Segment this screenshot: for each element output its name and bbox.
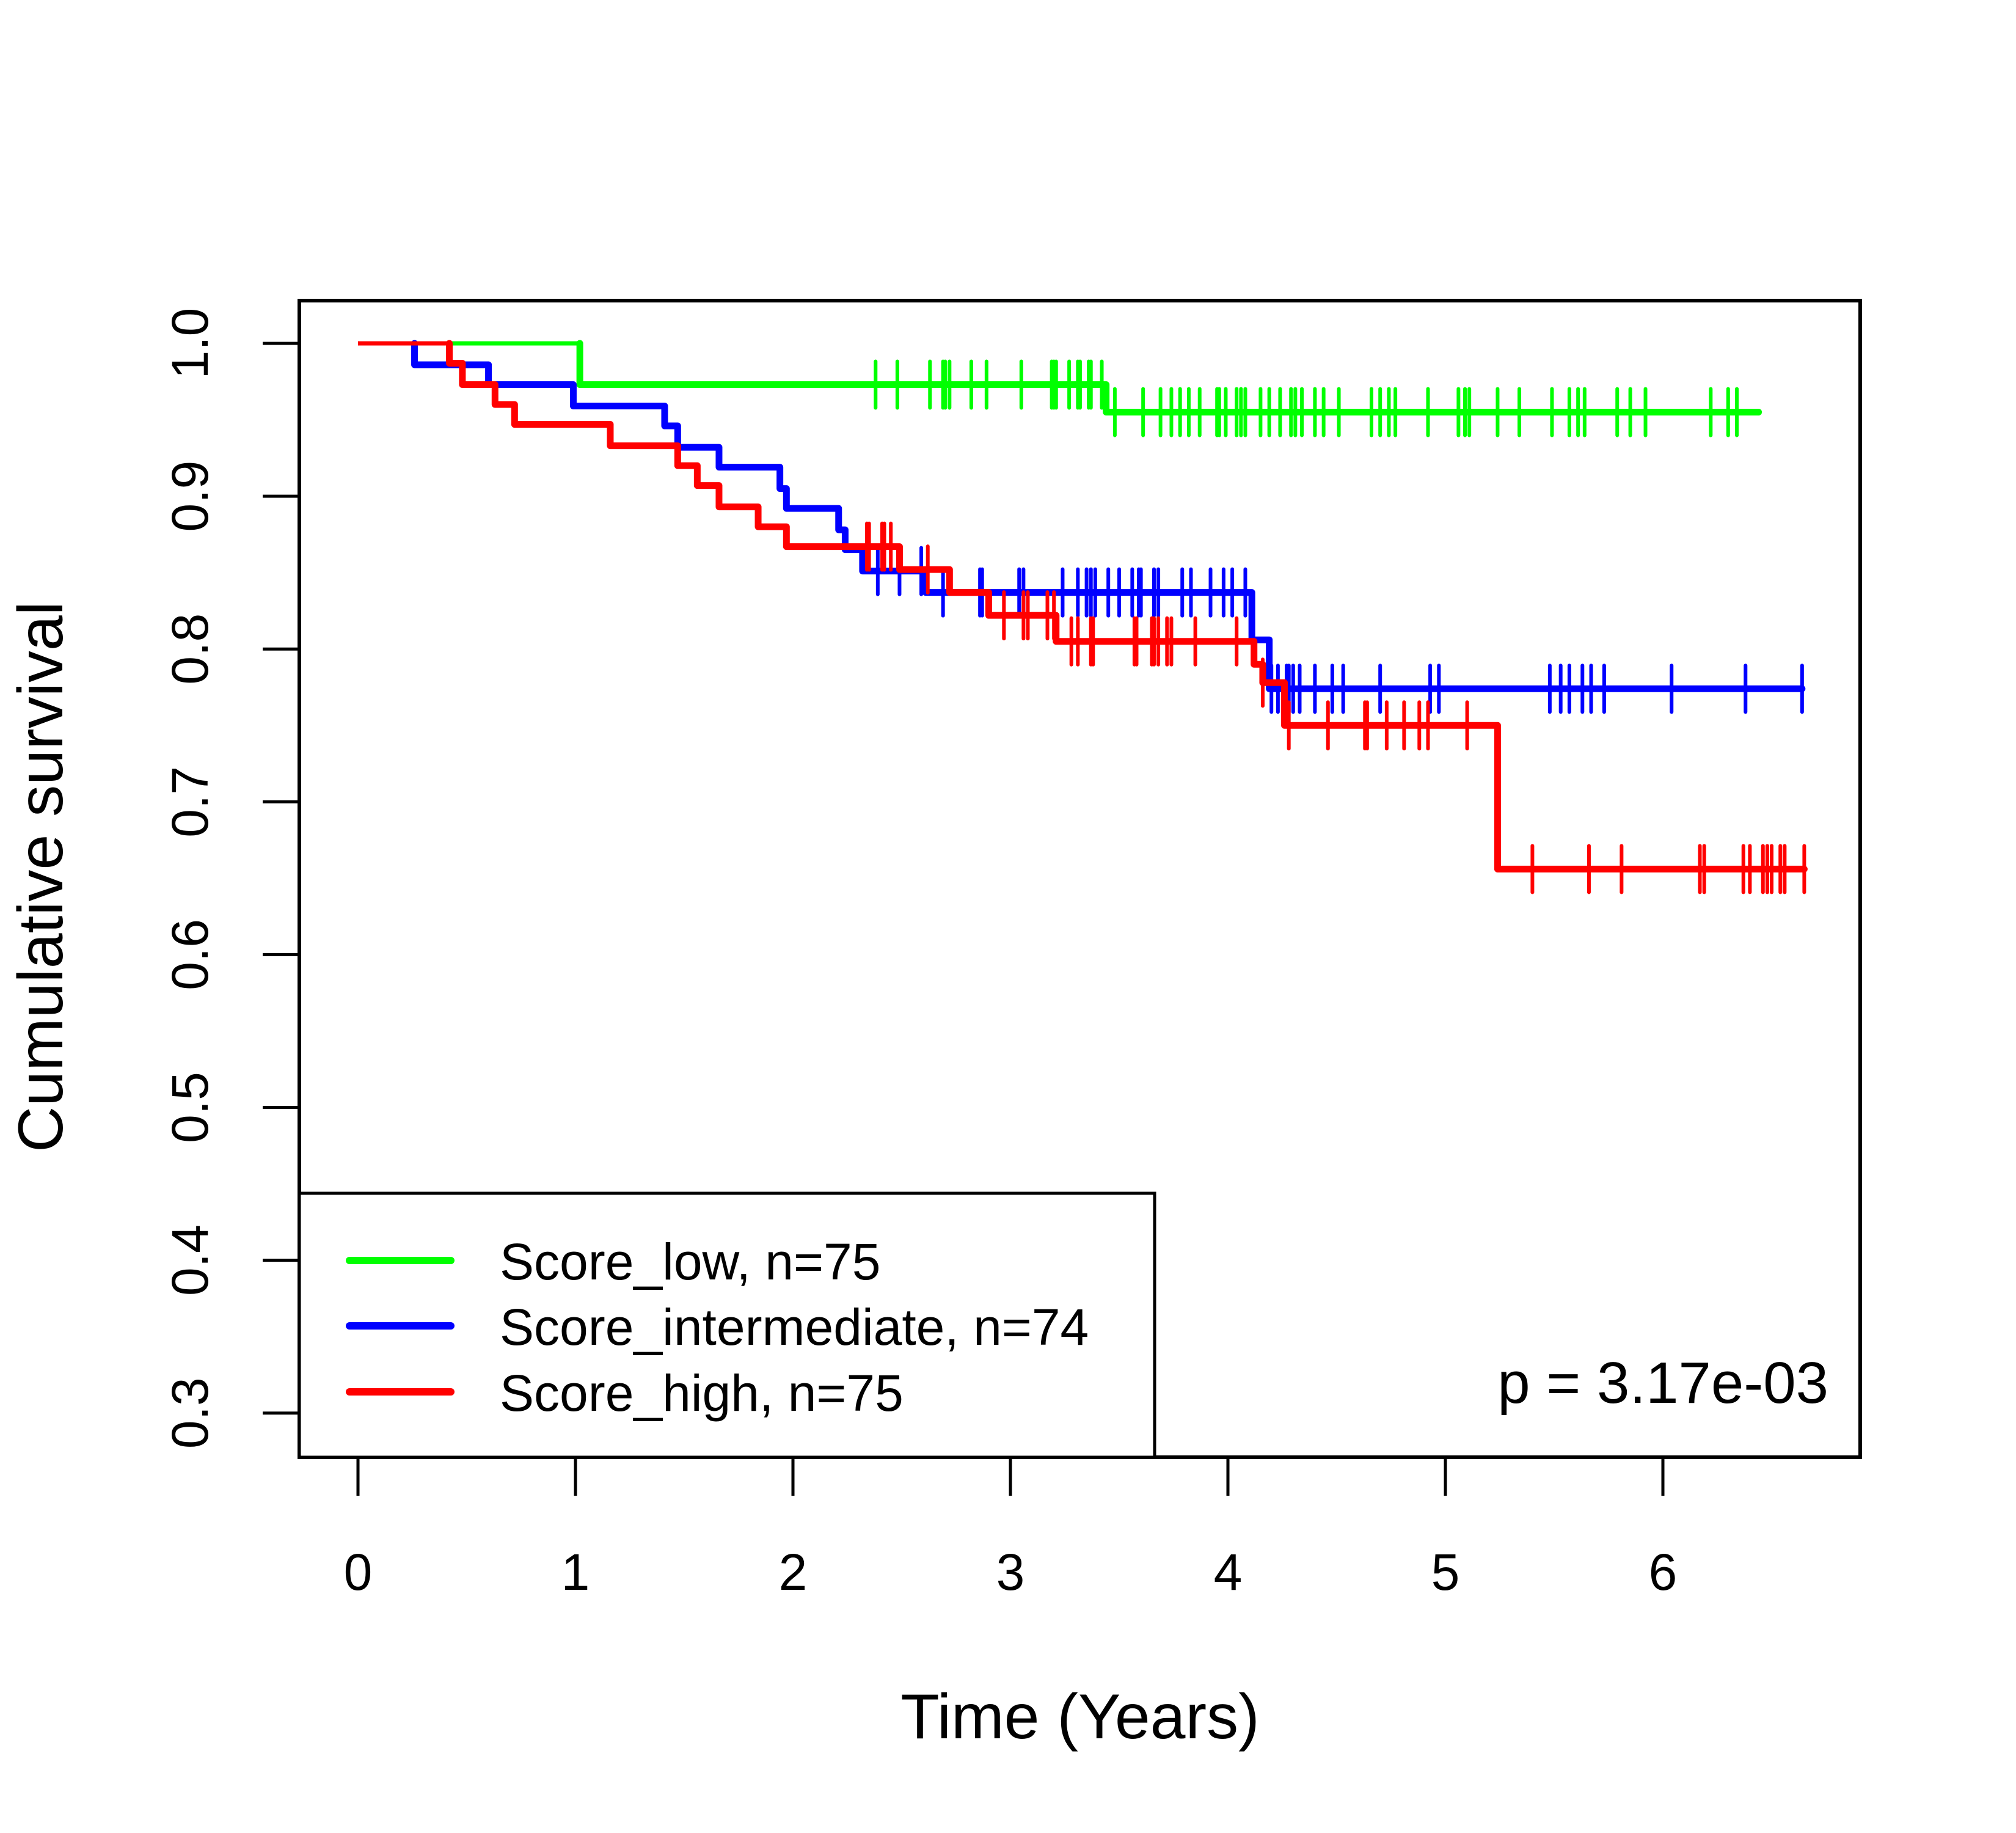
- x-tick-label: 0: [344, 1543, 373, 1601]
- x-tick-label: 6: [1649, 1543, 1678, 1601]
- y-tick-label: 0.6: [161, 919, 219, 990]
- legend: Score_low, n=75 Score_intermediate, n=74…: [298, 1191, 1156, 1459]
- y-tick-label: 0.4: [161, 1224, 219, 1296]
- y-tick-label: 0.3: [161, 1377, 219, 1449]
- survival-curves: [358, 340, 1808, 895]
- x-axis: 0 1 2 3 4 5 6: [344, 1457, 1678, 1601]
- y-tick-label: 0.9: [161, 461, 219, 532]
- curve-high: [358, 340, 1808, 895]
- y-tick-label: 0.7: [161, 766, 219, 838]
- x-tick-label: 3: [996, 1543, 1025, 1601]
- y-tick-label: 0.5: [161, 1072, 219, 1143]
- legend-label-high: Score_high, n=75: [500, 1364, 904, 1422]
- y-axis-title: Cumulative survival: [5, 601, 76, 1152]
- x-tick-label: 4: [1214, 1543, 1243, 1601]
- x-axis-title: Time (Years): [900, 1681, 1260, 1752]
- x-tick-label: 2: [779, 1543, 808, 1601]
- y-axis: 0.3 0.4 0.5 0.6 0.7 0.8 0.9 1.0: [161, 308, 299, 1449]
- y-tick-label: 0.8: [161, 613, 219, 685]
- curve-intermediate-steps: [411, 340, 1806, 692]
- p-value-annotation: p = 3.17e-03: [1497, 1350, 1828, 1416]
- y-tick-label: 1.0: [161, 308, 219, 379]
- legend-label-intermediate: Score_intermediate, n=74: [500, 1298, 1089, 1356]
- legend-label-low: Score_low, n=75: [500, 1233, 880, 1290]
- curve-low: [358, 340, 1762, 437]
- x-tick-label: 1: [561, 1543, 590, 1601]
- x-tick-label: 5: [1431, 1543, 1460, 1601]
